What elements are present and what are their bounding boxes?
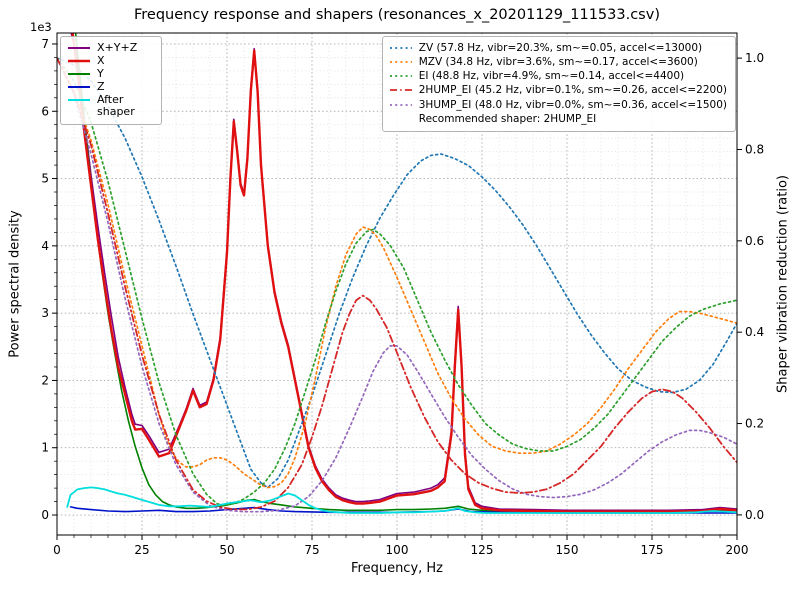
legend-item-zv: ZV (57.8 Hz, vibr=20.3%, sm~=0.05, accel…: [389, 42, 727, 55]
tick-label: 1: [41, 441, 49, 455]
tick-label: 1.0: [745, 51, 764, 65]
legend-label-xyz: X+Y+Z: [97, 41, 138, 54]
tick-label: 100: [386, 543, 409, 557]
legend-item-z: Z: [67, 81, 153, 93]
legend-label-after-shaper: After shaper: [97, 93, 135, 119]
legend-line-sample-ei: [389, 75, 412, 78]
tick-label: 175: [641, 543, 664, 557]
series-ei: [57, 57, 737, 507]
tick-label: 6: [41, 104, 49, 118]
tick-label: 0.6: [745, 234, 764, 248]
legend-line-sample-3hump-ei: [389, 103, 412, 106]
tick-label: 5: [41, 172, 49, 186]
tick-label: 0.8: [745, 142, 764, 156]
legend-item-3hump-ei: 3HUMP_EI (48.0 Hz, vibr=0.0%, sm~=0.36, …: [389, 99, 727, 112]
tick-label: 2: [41, 373, 49, 387]
series-3hump-ei: [57, 57, 737, 513]
series-2hump-ei: [57, 57, 737, 511]
tick-label: 75: [304, 543, 319, 557]
legend-item-2hump-ei: 2HUMP_EI (45.2 Hz, vibr=0.1%, sm~=0.26, …: [389, 84, 727, 97]
series-zv: [57, 57, 737, 489]
series-y: [74, 33, 737, 513]
legend-item-recommendation: Recommended shaper: 2HUMP_EI: [389, 113, 727, 126]
x-axis-label: Frequency, Hz: [350, 561, 444, 576]
tick-label: 25: [134, 543, 149, 557]
right-y-axis-label: Shaper vibration reduction (ratio): [775, 175, 791, 393]
legend-line-sample-z: [68, 86, 90, 89]
series-z: [69, 506, 737, 514]
legend-label-x: X: [97, 54, 105, 68]
legend-shapers: ZV (57.8 Hz, vibr=20.3%, sm~=0.05, accel…: [381, 36, 736, 132]
legend-item-xyz: X+Y+Z: [67, 41, 153, 54]
legend-line-sample-xyz: [68, 47, 90, 49]
tick-label: 150: [556, 543, 579, 557]
left-y-axis-label: Power spectral density: [7, 210, 23, 358]
tick-label: 0.4: [745, 325, 764, 339]
legend-item-ei: EI (48.8 Hz, vibr=4.9%, sm~=0.14, accel<…: [389, 70, 727, 83]
legend-label-3hump-ei: 3HUMP_EI (48.0 Hz, vibr=0.0%, sm~=0.36, …: [418, 98, 727, 111]
tick-label: 0: [41, 508, 49, 522]
tick-label: 50: [219, 543, 234, 557]
legend-line-sample-y: [68, 73, 90, 76]
tick-label: 125: [471, 543, 494, 557]
legend-line-sample-mzv: [389, 61, 412, 63]
legend-item-x: X: [67, 54, 153, 68]
tick-label: 4: [41, 239, 49, 253]
legend-label-mzv: MZV (34.8 Hz, vibr=3.6%, sm~=0.17, accel…: [418, 56, 698, 69]
legend-label-recommendation: Recommended shaper: 2HUMP_EI: [418, 112, 597, 125]
legend-item-y: Y: [67, 68, 153, 80]
legend-line-sample-after-shaper: [68, 99, 90, 102]
legend-label-ei: EI (48.8 Hz, vibr=4.9%, sm~=0.14, accel<…: [418, 70, 685, 83]
tick-label: 200: [726, 543, 749, 557]
legend-label-z: Z: [97, 80, 105, 94]
legend-line-sample-x: [68, 59, 90, 63]
legend-item-after-shaper: After shaper: [67, 94, 153, 118]
series-after-shaper: [66, 486, 737, 514]
series-x: [71, 33, 737, 513]
legend-line-sample-2hump-ei: [389, 89, 412, 92]
series-mzv: [57, 57, 737, 489]
tick-label: 0: [53, 543, 61, 557]
legend-spacer-recommendation: [389, 115, 413, 123]
tick-label: 3: [41, 306, 49, 320]
chart-title: Frequency response and shapers (resonanc…: [134, 7, 660, 23]
legend-label-2hump-ei: 2HUMP_EI (45.2 Hz, vibr=0.1%, sm~=0.26, …: [418, 84, 727, 97]
legend-label-zv: ZV (57.8 Hz, vibr=20.3%, sm~=0.05, accel…: [418, 42, 703, 54]
legend-item-mzv: MZV (34.8 Hz, vibr=3.6%, sm~=0.17, accel…: [389, 56, 727, 69]
y-axis-offset-label: 1e3: [30, 20, 52, 34]
legend-psd: X+Y+Z X Y Z After shaper: [60, 36, 162, 125]
legend-label-y: Y: [97, 67, 104, 81]
legend-line-sample-zv: [389, 47, 412, 49]
tick-label: 0.2: [745, 417, 764, 431]
tick-label: 7: [41, 37, 49, 51]
tick-label: 0.0: [745, 508, 764, 522]
